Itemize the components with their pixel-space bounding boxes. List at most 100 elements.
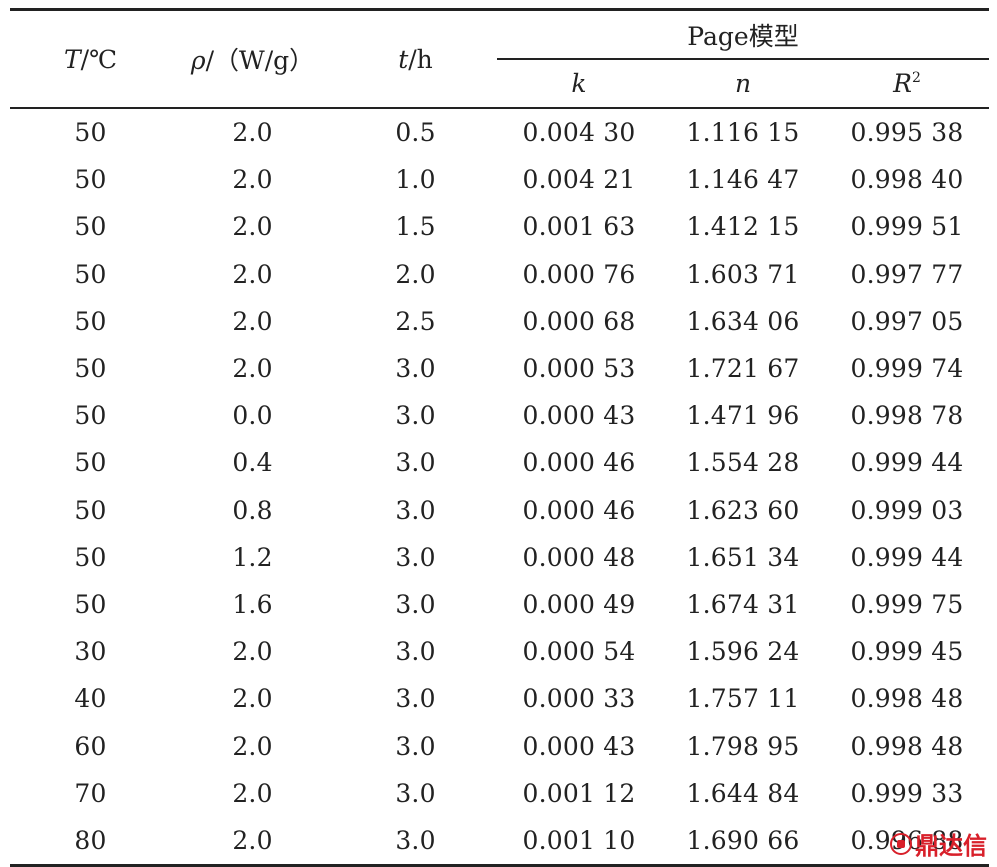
cell-temperature: 50 bbox=[74, 542, 107, 572]
cell-temperature: 60 bbox=[74, 731, 107, 761]
cell-n: 1.596 24 bbox=[686, 637, 800, 667]
table-row: 50 0.8 3.0 0.000 46 1.623 60 0.999 03 bbox=[10, 487, 989, 534]
cell-r-squared: 0.999 33 bbox=[850, 778, 964, 808]
power-density-unit: /（W/g） bbox=[205, 46, 315, 75]
data-table-container: T/℃ ρ/（W/g） t/h Page模型 k n R2 50 2.0 0.5 0.… bbox=[10, 8, 989, 867]
table-row: 50 2.0 0.5 0.004 30 1.116 15 0.995 38 bbox=[10, 108, 989, 156]
cell-power-density: 2.0 bbox=[232, 212, 273, 242]
table-row: 50 2.0 2.0 0.000 76 1.603 71 0.997 77 bbox=[10, 251, 989, 298]
temperature-symbol: T bbox=[63, 44, 81, 74]
header-row-2: k n R2 bbox=[10, 59, 989, 109]
table-header: T/℃ ρ/（W/g） t/h Page模型 k n R2 bbox=[10, 8, 989, 109]
cell-power-density: 0.4 bbox=[232, 448, 273, 478]
cell-temperature: 40 bbox=[74, 684, 107, 714]
table-row: 50 1.6 3.0 0.000 49 1.674 31 0.999 75 bbox=[10, 581, 989, 628]
cell-k: 0.000 33 bbox=[522, 684, 636, 714]
cell-k: 0.004 21 bbox=[522, 165, 636, 195]
cell-r-squared: 0.997 05 bbox=[850, 306, 964, 336]
cell-time: 3.0 bbox=[395, 589, 436, 619]
r-symbol: R bbox=[893, 69, 912, 98]
cell-temperature: 50 bbox=[74, 589, 107, 619]
cell-k: 0.000 53 bbox=[522, 354, 636, 384]
cell-r-squared: 0.999 44 bbox=[850, 542, 964, 572]
cell-r-squared: 0.999 74 bbox=[850, 354, 964, 384]
cell-n: 1.690 66 bbox=[661, 816, 825, 867]
cell-time: 1.5 bbox=[395, 212, 436, 242]
top-rule bbox=[10, 8, 989, 12]
cell-temperature: 50 bbox=[74, 165, 107, 195]
cell-k: 0.000 43 bbox=[522, 731, 636, 761]
cell-k: 0.004 30 bbox=[522, 118, 636, 148]
cell-r-squared: 0.999 51 bbox=[850, 212, 964, 242]
cell-power-density: 1.2 bbox=[232, 542, 273, 572]
cell-time: 3.0 bbox=[395, 448, 436, 478]
cell-time: 3.0 bbox=[395, 637, 436, 667]
cell-k: 0.000 68 bbox=[522, 306, 636, 336]
cell-temperature: 50 bbox=[74, 259, 107, 289]
table-row: 30 2.0 3.0 0.000 54 1.596 24 0.999 45 bbox=[10, 628, 989, 675]
cell-power-density: 2.0 bbox=[232, 778, 273, 808]
header-k: k bbox=[497, 59, 661, 109]
cell-r-squared: 0.999 44 bbox=[850, 448, 964, 478]
cell-k: 0.000 49 bbox=[522, 589, 636, 619]
cell-r-squared: 0.997 77 bbox=[850, 259, 964, 289]
watermark: 鼎达信 bbox=[890, 826, 987, 861]
dingdaxin-logo-icon bbox=[890, 832, 912, 855]
cell-time: 3.0 bbox=[395, 778, 436, 808]
cell-r-squared: 0.998 48 bbox=[850, 684, 964, 714]
table-row: 40 2.0 3.0 0.000 33 1.757 11 0.998 48 bbox=[10, 675, 989, 722]
cell-n: 1.644 84 bbox=[686, 778, 800, 808]
cell-time: 2.5 bbox=[395, 306, 436, 336]
header-n: n bbox=[661, 59, 825, 109]
cell-power-density: 2.0 bbox=[232, 637, 273, 667]
k-symbol: k bbox=[571, 69, 587, 98]
cell-n: 1.623 60 bbox=[686, 495, 800, 525]
cell-n: 1.471 96 bbox=[686, 401, 800, 431]
cell-k: 0.001 63 bbox=[522, 212, 636, 242]
cell-n: 1.757 11 bbox=[686, 684, 800, 714]
table-row: 60 2.0 3.0 0.000 43 1.798 95 0.998 48 bbox=[10, 722, 989, 769]
cell-power-density: 2.0 bbox=[232, 354, 273, 384]
cell-k: 0.001 12 bbox=[522, 778, 636, 808]
page-model-table: T/℃ ρ/（W/g） t/h Page模型 k n R2 50 2.0 0.5 0.… bbox=[10, 8, 989, 867]
cell-r-squared: 0.999 03 bbox=[850, 495, 964, 525]
cell-time: 3.0 bbox=[395, 684, 436, 714]
cell-temperature: 50 bbox=[74, 212, 107, 242]
cell-power-density: 2.0 bbox=[232, 306, 273, 336]
cell-temperature: 50 bbox=[74, 448, 107, 478]
cell-n: 1.798 95 bbox=[686, 731, 800, 761]
cell-n: 1.412 15 bbox=[686, 212, 800, 242]
table-row: 50 0.0 3.0 0.000 43 1.471 96 0.998 78 bbox=[10, 392, 989, 439]
table-body: 50 2.0 0.5 0.004 30 1.116 15 0.995 38 50 2.0 1.0… bbox=[10, 108, 989, 867]
n-symbol: n bbox=[734, 69, 752, 98]
time-symbol: t bbox=[398, 44, 409, 74]
cell-n: 1.146 47 bbox=[686, 165, 800, 195]
table-row: 70 2.0 3.0 0.001 12 1.644 84 0.999 33 bbox=[10, 770, 989, 817]
table-row: 50 1.2 3.0 0.000 48 1.651 34 0.999 44 bbox=[10, 534, 989, 581]
cell-k: 0.000 46 bbox=[522, 448, 636, 478]
header-page-model-group: Page模型 bbox=[497, 11, 989, 60]
cell-time: 0.5 bbox=[395, 118, 436, 148]
table-row: 50 2.0 1.0 0.004 21 1.146 47 0.998 40 bbox=[10, 156, 989, 203]
cell-r-squared: 0.999 75 bbox=[850, 589, 964, 619]
table-row: 50 0.4 3.0 0.000 46 1.554 28 0.999 44 bbox=[10, 439, 989, 486]
cell-power-density: 2.0 bbox=[232, 259, 273, 289]
cell-power-density: 2.0 bbox=[232, 731, 273, 761]
cell-r-squared: 0.998 78 bbox=[850, 401, 964, 431]
table-row: 50 2.0 1.5 0.001 63 1.412 15 0.999 51 bbox=[10, 203, 989, 250]
cell-n: 1.554 28 bbox=[686, 448, 800, 478]
cell-n: 1.651 34 bbox=[686, 542, 800, 572]
cell-time: 3.0 bbox=[334, 816, 497, 867]
cell-n: 1.116 15 bbox=[686, 118, 800, 148]
cell-temperature: 80 bbox=[10, 816, 171, 867]
cell-n: 1.603 71 bbox=[686, 259, 800, 289]
header-time: t/h bbox=[334, 11, 497, 109]
cell-k: 0.000 48 bbox=[522, 542, 636, 572]
cell-r-squared: 0.995 38 bbox=[850, 118, 964, 148]
cell-power-density: 2.0 bbox=[232, 165, 273, 195]
cell-power-density: 0.0 bbox=[232, 401, 273, 431]
watermark-text: 鼎达信 bbox=[915, 832, 987, 860]
cell-n: 1.634 06 bbox=[686, 306, 800, 336]
cell-n: 1.721 67 bbox=[686, 354, 800, 384]
cell-time: 3.0 bbox=[395, 354, 436, 384]
